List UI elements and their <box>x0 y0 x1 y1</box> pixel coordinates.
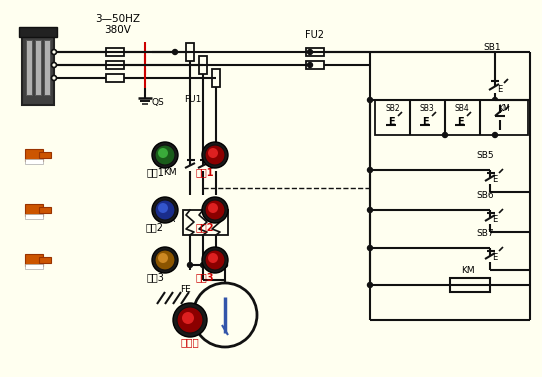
Text: FE: FE <box>180 285 191 294</box>
Bar <box>35 40 41 95</box>
Text: 总停止: 总停止 <box>180 337 199 347</box>
Circle shape <box>442 132 448 138</box>
Text: QS: QS <box>152 98 165 106</box>
Circle shape <box>51 63 56 67</box>
Bar <box>183 210 228 235</box>
Bar <box>106 61 124 69</box>
Bar <box>186 43 194 61</box>
Circle shape <box>367 207 372 213</box>
Bar <box>26 40 32 95</box>
Text: E: E <box>422 117 429 127</box>
Bar <box>25 254 43 266</box>
Bar <box>375 100 528 135</box>
Circle shape <box>182 312 194 324</box>
Text: E: E <box>492 216 497 224</box>
Text: 380V: 380V <box>105 25 132 35</box>
Text: KM: KM <box>163 168 177 177</box>
Text: E: E <box>492 253 497 262</box>
Circle shape <box>51 75 56 81</box>
Text: 3—50HZ: 3—50HZ <box>95 14 140 24</box>
Circle shape <box>307 63 313 67</box>
Circle shape <box>202 142 228 168</box>
Text: 启动2: 启动2 <box>146 222 164 232</box>
Circle shape <box>158 203 168 213</box>
Bar <box>450 278 490 292</box>
Bar <box>306 48 324 56</box>
Circle shape <box>158 253 168 263</box>
Circle shape <box>208 253 218 263</box>
Text: E: E <box>492 176 497 184</box>
Circle shape <box>205 200 225 220</box>
Text: E: E <box>497 86 502 95</box>
Circle shape <box>205 145 225 165</box>
Text: SB7: SB7 <box>476 229 494 238</box>
Circle shape <box>208 203 218 213</box>
Circle shape <box>155 250 175 270</box>
Bar <box>25 214 43 219</box>
Text: 停止3: 停止3 <box>196 272 214 282</box>
Circle shape <box>214 262 218 268</box>
Bar <box>19 27 57 37</box>
Text: E: E <box>457 117 463 127</box>
Text: 启动3: 启动3 <box>146 272 164 282</box>
Circle shape <box>173 303 207 337</box>
Circle shape <box>193 283 257 347</box>
Circle shape <box>202 247 228 273</box>
Bar <box>25 159 43 164</box>
Text: 停止1: 停止1 <box>196 167 214 177</box>
Circle shape <box>155 145 175 165</box>
Bar <box>106 74 124 82</box>
Bar <box>25 264 43 269</box>
Circle shape <box>201 262 205 268</box>
Bar <box>106 48 124 56</box>
Bar <box>25 149 43 161</box>
Circle shape <box>188 262 192 268</box>
Bar <box>212 69 220 87</box>
Bar <box>199 56 207 74</box>
Text: SB2: SB2 <box>386 104 401 113</box>
Bar <box>22 35 54 105</box>
Circle shape <box>158 148 168 158</box>
Bar <box>306 61 324 69</box>
Circle shape <box>205 250 225 270</box>
Text: SB5: SB5 <box>476 151 494 160</box>
Bar <box>25 204 43 216</box>
Bar <box>39 257 51 263</box>
Circle shape <box>493 98 498 103</box>
Bar <box>39 152 51 158</box>
Circle shape <box>367 245 372 250</box>
Text: 启动1: 启动1 <box>146 167 164 177</box>
Text: FR: FR <box>164 215 176 224</box>
Circle shape <box>152 142 178 168</box>
Circle shape <box>307 49 313 55</box>
Circle shape <box>307 63 313 67</box>
Circle shape <box>367 98 372 103</box>
Text: KM: KM <box>498 104 510 113</box>
Circle shape <box>367 282 372 288</box>
Circle shape <box>172 49 177 55</box>
Circle shape <box>155 200 175 220</box>
Text: SB1: SB1 <box>483 43 501 52</box>
Text: SB4: SB4 <box>455 104 469 113</box>
Text: 停止2: 停止2 <box>196 222 214 232</box>
Circle shape <box>152 247 178 273</box>
Circle shape <box>367 167 372 173</box>
Text: E: E <box>388 117 395 127</box>
Circle shape <box>493 132 498 138</box>
Text: FU2: FU2 <box>306 30 325 40</box>
Bar <box>44 40 50 95</box>
Circle shape <box>223 262 228 268</box>
Circle shape <box>208 148 218 158</box>
Text: KM: KM <box>461 266 475 275</box>
Circle shape <box>51 49 56 55</box>
Circle shape <box>202 197 228 223</box>
Circle shape <box>307 49 313 55</box>
Text: FU1: FU1 <box>184 95 202 104</box>
Circle shape <box>177 307 203 333</box>
Bar <box>39 207 51 213</box>
Text: SB6: SB6 <box>476 191 494 200</box>
Text: SB3: SB3 <box>420 104 434 113</box>
Circle shape <box>152 197 178 223</box>
